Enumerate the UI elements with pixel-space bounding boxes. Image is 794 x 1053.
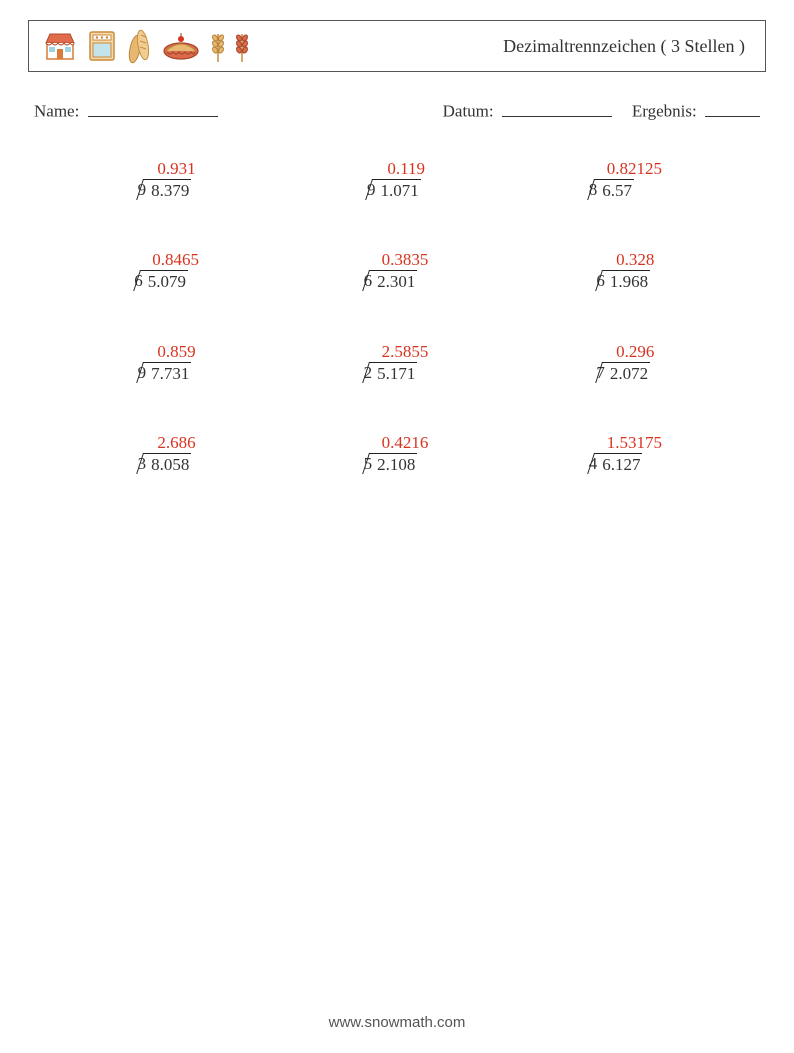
divisor: 6	[134, 270, 145, 291]
quotient: 0.328	[596, 249, 656, 270]
dividend: 8.379	[148, 179, 191, 201]
oven-icon	[87, 29, 117, 63]
dividend: 6.127	[599, 453, 642, 475]
problem: 2.68638.058	[58, 432, 277, 476]
problems-grid: 0.93198.379 0.11991.071 0.8212586.57 0.8…	[28, 158, 766, 476]
bread-icon	[127, 27, 151, 65]
divisor: 3	[138, 453, 149, 474]
problem: 0.383562.301	[287, 249, 506, 293]
dividend: 6.57	[599, 179, 634, 201]
worksheet-page: Dezimaltrennzeichen ( 3 Stellen ) Name: …	[0, 0, 794, 1053]
quotient: 0.859	[138, 341, 198, 362]
dividend: 2.072	[607, 362, 650, 384]
shop-icon	[43, 29, 77, 63]
result-label: Ergebnis:	[632, 102, 697, 121]
name-blank[interactable]	[88, 98, 218, 117]
divisor: 8	[589, 179, 600, 200]
problem: 0.29672.072	[517, 341, 736, 385]
info-row: Name: Datum: Ergebnis:	[28, 98, 766, 122]
problem: 0.11991.071	[287, 158, 506, 202]
problem: 2.585525.171	[287, 341, 506, 385]
header-icons	[43, 27, 249, 65]
pie-icon	[161, 31, 201, 61]
problem: 0.93198.379	[58, 158, 277, 202]
divisor: 9	[138, 179, 149, 200]
problem: 1.5317546.127	[517, 432, 736, 476]
date-field: Datum:	[443, 98, 612, 122]
problem: 0.421652.108	[287, 432, 506, 476]
divisor: 6	[364, 270, 375, 291]
problem: 0.32861.968	[517, 249, 736, 293]
dividend: 1.968	[607, 270, 650, 292]
divisor: 2	[364, 362, 375, 383]
dividend: 5.171	[374, 362, 417, 384]
problem: 0.8212586.57	[517, 158, 736, 202]
dividend: 2.108	[374, 453, 417, 475]
quotient: 0.4216	[364, 432, 431, 453]
quotient: 1.53175	[589, 432, 664, 453]
quotient: 0.8465	[134, 249, 201, 270]
dividend: 1.071	[377, 179, 420, 201]
wheat-icon	[211, 28, 225, 64]
date-blank[interactable]	[502, 98, 612, 117]
quotient: 0.296	[596, 341, 656, 362]
divisor: 6	[596, 270, 607, 291]
divisor: 9	[138, 362, 149, 383]
divisor: 4	[589, 453, 600, 474]
result-blank[interactable]	[705, 98, 760, 117]
problem: 0.85997.731	[58, 341, 277, 385]
dividend: 2.301	[374, 270, 417, 292]
footer-url: www.snowmath.com	[0, 1014, 794, 1031]
dividend: 5.079	[145, 270, 188, 292]
problem: 0.846565.079	[58, 249, 277, 293]
wheat-icon	[235, 28, 249, 64]
divisor: 9	[367, 179, 378, 200]
divisor: 7	[596, 362, 607, 383]
worksheet-title: Dezimaltrennzeichen ( 3 Stellen )	[503, 36, 751, 57]
name-label: Name:	[34, 102, 79, 121]
quotient: 2.686	[138, 432, 198, 453]
quotient: 0.82125	[589, 158, 664, 179]
quotient: 0.119	[367, 158, 427, 179]
result-field: Ergebnis:	[632, 98, 760, 122]
divisor: 5	[364, 453, 375, 474]
header-box: Dezimaltrennzeichen ( 3 Stellen )	[28, 20, 766, 72]
name-field: Name:	[34, 98, 443, 122]
date-label: Datum:	[443, 102, 494, 121]
dividend: 8.058	[148, 453, 191, 475]
quotient: 2.5855	[364, 341, 431, 362]
dividend: 7.731	[148, 362, 191, 384]
quotient: 0.3835	[364, 249, 431, 270]
quotient: 0.931	[138, 158, 198, 179]
